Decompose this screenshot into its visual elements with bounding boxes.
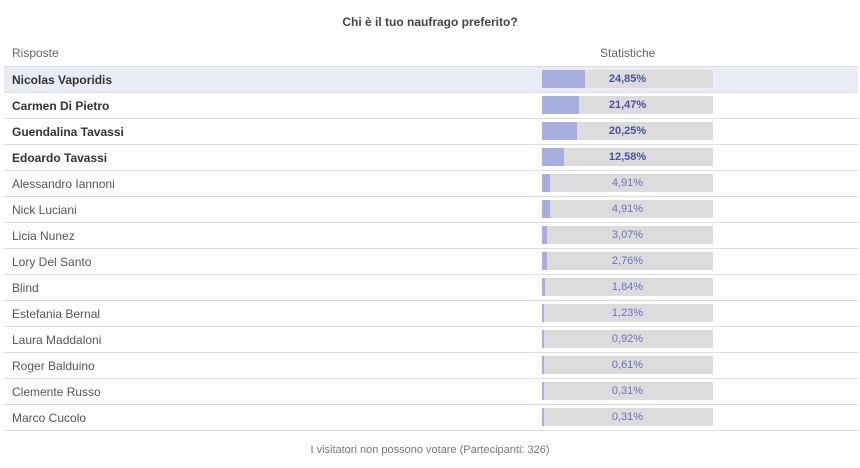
percent-label: 24,85% <box>608 73 647 85</box>
result-row: Guendalina Tavassi 20,25% <box>4 119 858 145</box>
result-row: Estefania Bernal 1,23% <box>4 301 858 327</box>
poll-title: Chi è il tuo naufrago preferito? <box>342 15 518 29</box>
percent-label: 0,31% <box>611 411 644 423</box>
result-row: Lory Del Santo 2,76% <box>4 249 858 275</box>
percent-label: 21,47% <box>608 99 647 111</box>
bar-fill <box>542 330 544 348</box>
bar-fill <box>542 252 547 270</box>
bar-fill <box>542 408 544 426</box>
result-row: Alessandro Iannoni 4,91% <box>4 171 858 197</box>
answer-label: Edoardo Tavassi <box>12 151 108 165</box>
answer-label: Licia Nunez <box>12 229 75 243</box>
result-row: Blind 1,84% <box>4 275 858 301</box>
percent-label: 4,91% <box>611 177 644 189</box>
percent-label: 1,23% <box>611 307 644 319</box>
result-row: Edoardo Tavassi 12,58% <box>4 145 858 171</box>
percent-label: 0,61% <box>611 359 644 371</box>
result-row: Licia Nunez 3,07% <box>4 223 858 249</box>
percent-label: 4,91% <box>611 203 644 215</box>
result-row: Nicolas Vaporidis 24,85% <box>4 67 858 93</box>
poll-results-list: Nicolas Vaporidis 24,85% Carmen Di Pietro 2… <box>4 66 858 431</box>
bar-track: 12,58% <box>542 148 713 166</box>
bar-fill <box>542 304 545 322</box>
bar-track: 21,47% <box>542 96 713 114</box>
answers-column-header: Risposte <box>12 46 59 60</box>
result-row: Carmen Di Pietro 21,47% <box>4 93 858 119</box>
answer-label: Blind <box>12 281 39 295</box>
percent-label: 2,76% <box>611 255 644 267</box>
bar-fill <box>542 96 579 114</box>
bar-track: 0,31% <box>542 382 713 400</box>
answer-label: Carmen Di Pietro <box>12 99 110 113</box>
participants-footer: I visitatori non possono votare (Parteci… <box>310 444 550 456</box>
result-row: Clemente Russo 0,31% <box>4 379 858 405</box>
bar-fill <box>542 148 564 166</box>
bar-fill <box>542 226 548 244</box>
bar-track: 0,92% <box>542 330 713 348</box>
answer-label: Guendalina Tavassi <box>12 125 124 139</box>
bar-track: 4,91% <box>542 200 713 218</box>
answer-label: Laura Maddaloni <box>12 333 102 347</box>
percent-label: 3,07% <box>611 229 644 241</box>
answer-label: Alessandro Iannoni <box>12 177 115 191</box>
result-row: Laura Maddaloni 0,92% <box>4 327 858 353</box>
result-row: Marco Cucolo 0,31% <box>4 405 858 431</box>
bar-fill <box>542 70 585 88</box>
answer-label: Roger Balduino <box>12 359 95 373</box>
result-row: Nick Luciani 4,91% <box>4 197 858 223</box>
bar-track: 1,84% <box>542 278 713 296</box>
bar-track: 2,76% <box>542 252 713 270</box>
bar-fill <box>542 200 551 218</box>
percent-label: 12,58% <box>608 151 647 163</box>
stats-column-header: Statistiche <box>600 46 656 60</box>
bar-fill <box>542 122 577 140</box>
bar-track: 0,61% <box>542 356 713 374</box>
answer-label: Nick Luciani <box>12 203 77 217</box>
bar-track: 1,23% <box>542 304 713 322</box>
bar-fill <box>542 174 551 192</box>
answer-label: Lory Del Santo <box>12 255 92 269</box>
result-row: Roger Balduino 0,61% <box>4 353 858 379</box>
answer-label: Estefania Bernal <box>12 307 101 321</box>
percent-label: 0,92% <box>611 333 644 345</box>
bar-track: 24,85% <box>542 70 713 88</box>
bar-fill <box>542 278 546 296</box>
answer-label: Clemente Russo <box>12 385 101 399</box>
percent-label: 20,25% <box>608 125 647 137</box>
bar-track: 4,91% <box>542 174 713 192</box>
bar-track: 20,25% <box>542 122 713 140</box>
percent-label: 0,31% <box>611 385 644 397</box>
percent-label: 1,84% <box>611 281 644 293</box>
bar-track: 0,31% <box>542 408 713 426</box>
answer-label: Marco Cucolo <box>12 411 87 425</box>
bar-fill <box>542 356 544 374</box>
bar-fill <box>542 382 544 400</box>
answer-label: Nicolas Vaporidis <box>12 73 113 87</box>
bar-track: 3,07% <box>542 226 713 244</box>
